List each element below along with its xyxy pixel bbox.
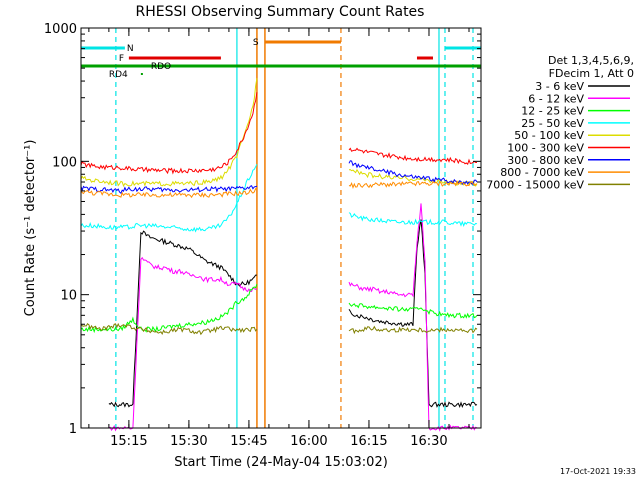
legend: Det 1,3,4,5,6,9, FDecim 1, Att 0 3 - 6 k… (486, 54, 634, 191)
series-line-5-segment-1 (348, 147, 478, 165)
plot-frame (80, 27, 482, 429)
series-line-7-segment-1 (348, 180, 478, 189)
legend-label-7: 800 - 7000 keV (500, 166, 584, 179)
x-axis-label: Start Time (24-May-04 15:03:02) (174, 455, 388, 470)
series-line-6-segment-0 (80, 185, 258, 195)
y-tick-label-1: 10 (60, 289, 77, 304)
legend-label-0: 3 - 6 keV (535, 80, 584, 93)
series-group (80, 78, 478, 432)
state-flag-label-n: N (127, 44, 134, 54)
series-line-7-segment-0 (80, 187, 258, 199)
y-axis-label: Count Rate (s⁻¹ detector⁻¹) (23, 140, 38, 317)
state-flag-label-s: S (253, 38, 259, 48)
plot-area: NF S RDO RD4 15:15 15:30 15:45 16:00 16:15 16:30… (44, 22, 482, 449)
x-tick-label-3: 16:00 (290, 434, 327, 449)
series-line-1-segment-1 (348, 203, 478, 432)
x-tick-label-2: 15:45 (230, 434, 267, 449)
x-tick-label-4: 16:15 (350, 434, 387, 449)
series-line-3-segment-0 (80, 164, 258, 233)
legend-header-line-2: FDecim 1, Att 0 (549, 67, 634, 80)
y-axis: 1 10 100 1000 (44, 22, 481, 437)
series-line-6-segment-1 (348, 160, 478, 186)
legend-label-1: 6 - 12 keV (528, 92, 584, 105)
series-line-2-segment-1 (348, 302, 478, 319)
legend-header-line-1: Det 1,3,4,5,6,9, (548, 54, 634, 67)
chart-title: RHESSI Observing Summary Count Rates (136, 4, 425, 20)
series-line-4-segment-1 (348, 168, 478, 187)
x-tick-label-1: 15:30 (170, 434, 207, 449)
x-tick-label-0: 15:15 (110, 434, 147, 449)
legend-label-4: 50 - 100 keV (514, 129, 584, 142)
series-line-5-segment-0 (80, 92, 258, 175)
y-tick-label-0: 1 (69, 422, 77, 437)
series-line-8-segment-1 (348, 325, 478, 335)
legend-label-5: 100 - 300 keV (507, 142, 584, 155)
series-line-4-segment-0 (80, 78, 258, 188)
series-line-1-segment-0 (108, 256, 257, 432)
series-line-0-segment-1 (348, 219, 478, 409)
series-line-3-segment-1 (348, 212, 478, 227)
legend-label-2: 12 - 25 keV (521, 105, 584, 118)
state-flag-label-f: F (119, 54, 124, 64)
state-flag-label-rdo: RDO (151, 62, 171, 72)
series-line-0-segment-0 (108, 230, 257, 408)
footer-timestamp: 17-Oct-2021 19:33 (560, 467, 636, 476)
legend-label-6: 300 - 800 keV (507, 154, 584, 167)
legend-label-8: 7000 - 15000 keV (486, 178, 584, 191)
x-axis: 15:15 15:30 15:45 16:00 16:15 16:30 (88, 28, 470, 449)
state-flag-label-rd4: RD4 (109, 70, 128, 80)
series-line-8-segment-0 (80, 322, 258, 336)
x-tick-label-5: 16:30 (410, 434, 447, 449)
y-tick-label-2: 100 (52, 155, 77, 170)
y-tick-label-3: 1000 (44, 22, 77, 37)
legend-label-3: 25 - 50 keV (521, 117, 584, 130)
